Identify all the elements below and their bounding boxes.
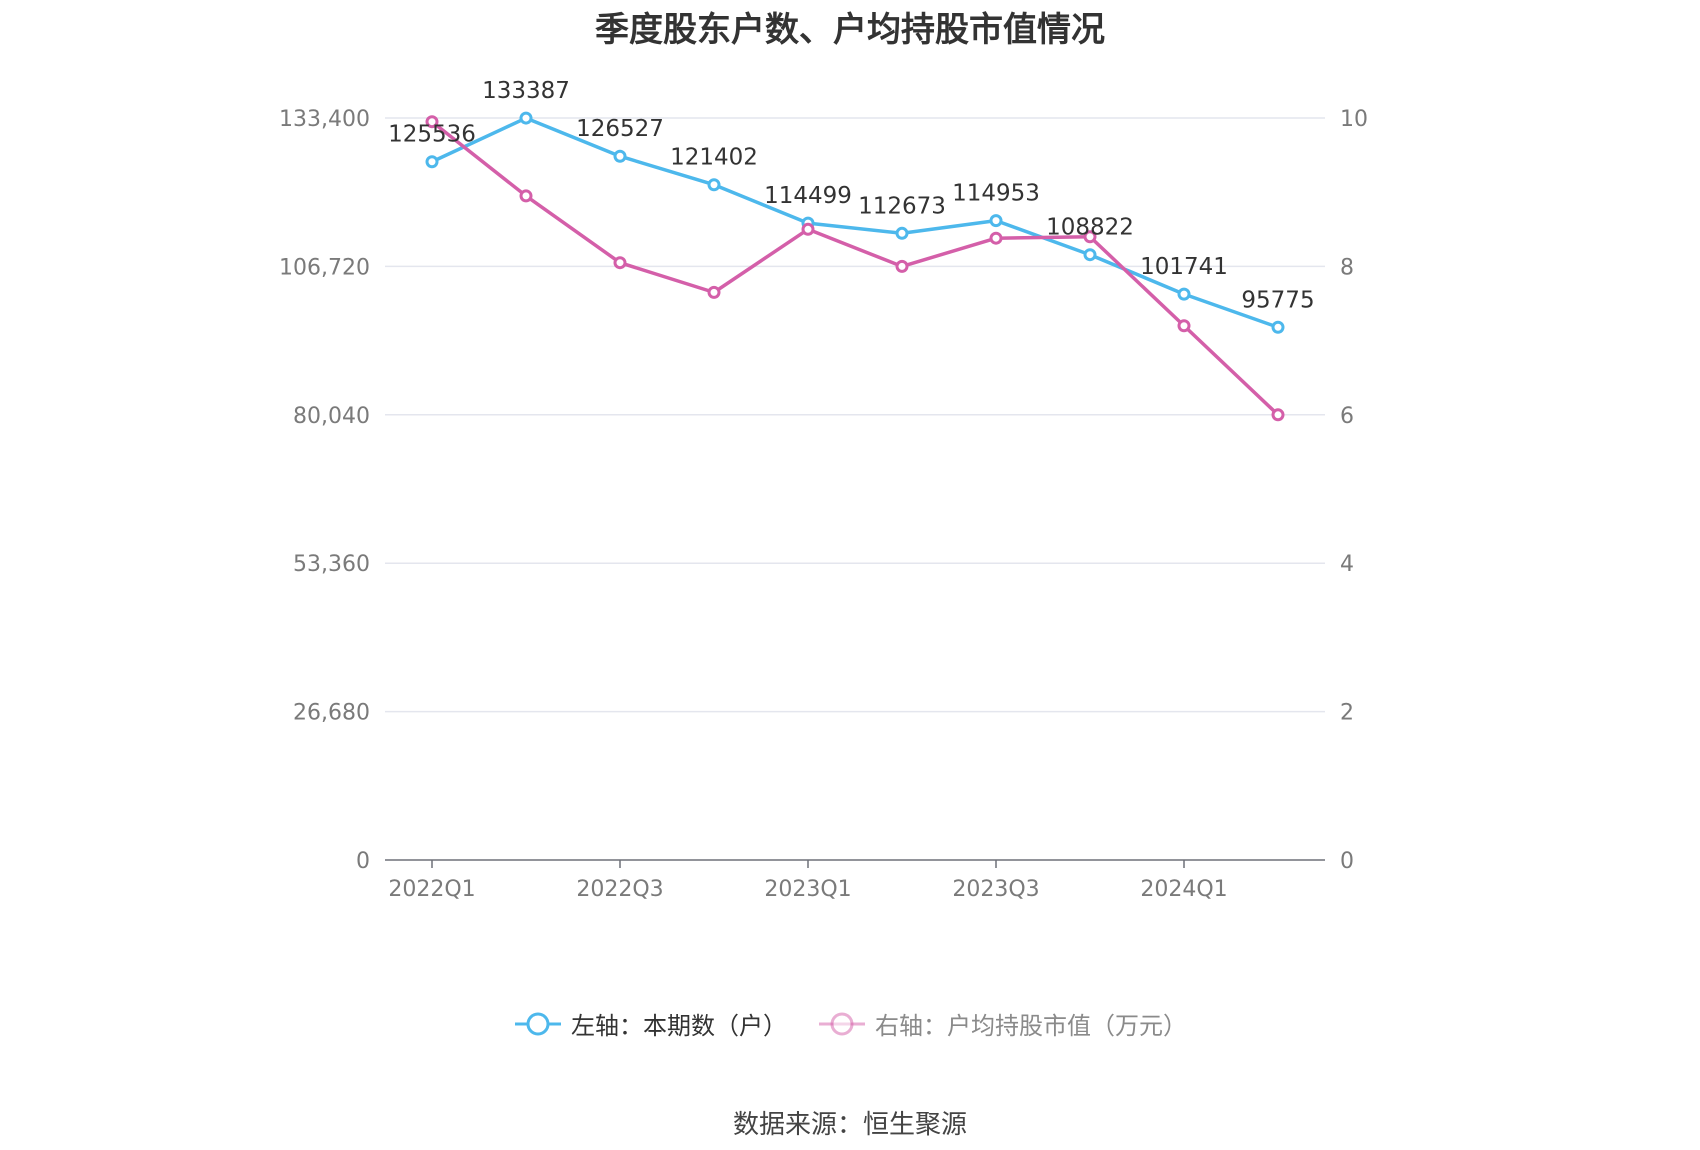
y-right-tick-label: 2 [1340,701,1354,726]
y-left-tick-label: 53,360 [293,552,370,577]
data-point-series1 [1177,287,1191,301]
data-label: 114953 [952,181,1040,207]
y-left-tick-label: 0 [356,849,370,874]
legend-marker-series1 [515,1012,561,1035]
source-note: 数据来源：恒生聚源 [732,1110,967,1140]
data-label: 121402 [670,145,758,171]
axes: 0 0 26,680 2 53,360 4 80,040 6 106,720 8 133,400 10… [279,107,1368,902]
legend: 左轴：本期数（户） 右轴：户均持股市值（万元） [0,1006,1700,1041]
legend-item-series1[interactable]: 左轴：本期数（户） [513,1006,787,1041]
y-left-tick-label: 80,040 [293,404,370,429]
x-tick-label: 2022Q3 [576,877,663,902]
y-right-tick-label: 0 [1340,849,1354,874]
data-point-series2 [519,189,533,203]
x-tick-label: 2022Q1 [388,877,475,902]
legend-label-series2: 右轴：户均持股市值（万元） [875,1012,1187,1040]
data-point-series2 [1177,319,1191,333]
data-label: 133387 [482,78,570,104]
data-point-series1 [895,226,909,240]
data-point-series2 [989,231,1003,245]
series-line-1 [431,116,1279,329]
data-point-series2 [425,115,439,129]
data-point-series1 [519,111,533,125]
y-left-tick-label: 26,680 [293,701,370,726]
grid-lines [385,117,1325,713]
chart-title: 季度股东户数、户均持股市值情况 [595,10,1105,50]
series-lines [425,111,1285,422]
y-left-tick-label: 106,720 [279,255,370,280]
y-right-tick-label: 4 [1340,552,1354,577]
x-tick-label: 2023Q3 [952,877,1039,902]
data-point-series1 [425,155,439,169]
data-point-series2 [1271,408,1285,422]
series-line-2 [430,120,1280,417]
y-right-tick-label: 8 [1340,255,1354,280]
y-right-tick-label: 6 [1340,404,1354,429]
legend-marker-series2 [819,1012,865,1035]
x-tick-label: 2023Q1 [764,877,851,902]
y-left-tick-label: 133,400 [279,107,370,132]
data-point-series2 [613,256,627,270]
y-right-tick-label: 10 [1340,107,1368,132]
data-label: 125536 [388,122,476,148]
x-tick-label: 2024Q1 [1140,877,1227,902]
data-label: 114499 [764,183,852,209]
data-label: 112673 [858,193,946,219]
data-label: 101741 [1140,254,1228,280]
data-point-series2 [707,285,721,299]
data-label: 126527 [576,116,664,142]
data-point-series1 [613,149,627,163]
data-label: 95775 [1241,287,1314,313]
data-point-series2 [801,222,815,236]
legend-label-series1: 左轴：本期数（户） [571,1012,787,1040]
data-point-series1 [989,214,1003,228]
data-point-series1 [1271,320,1285,334]
data-point-series1 [707,178,721,192]
data-point-series1 [1083,248,1097,262]
data-point-series2 [895,259,909,273]
data-point-series2 [1083,230,1097,244]
legend-item-series2[interactable]: 右轴：户均持股市值（万元） [817,1006,1187,1041]
data-label: 108822 [1046,215,1134,241]
